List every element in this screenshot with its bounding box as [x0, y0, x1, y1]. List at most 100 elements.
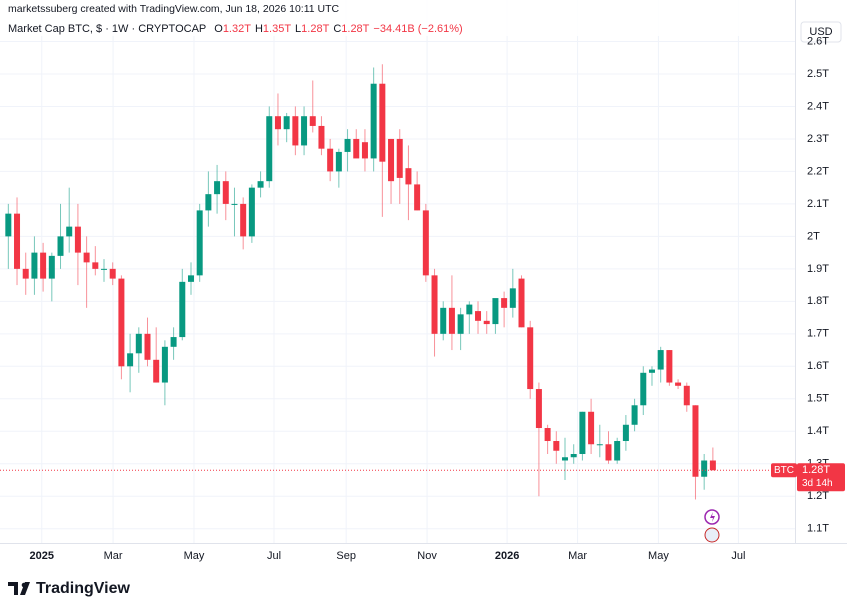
candle-body [135, 333, 142, 354]
candle-body [222, 181, 229, 204]
candle-body [40, 252, 47, 279]
candle-body [205, 194, 212, 211]
y-tick-label: 1.5T [807, 393, 829, 405]
candle-body [344, 138, 351, 152]
candle-body [457, 314, 464, 334]
candle-body [492, 298, 499, 325]
credit: marketssuberg created with TradingView.c… [8, 3, 340, 15]
currency-box[interactable] [800, 21, 842, 43]
logo-dot [21, 582, 27, 588]
candle-body [335, 151, 342, 172]
x-tick-label: May [648, 550, 669, 562]
legend-key: L [295, 23, 301, 35]
candle-body [274, 116, 281, 130]
legend-key: H [255, 23, 263, 35]
y-tick-label: 1.8T [807, 295, 829, 307]
legend-change: −34.41B (−2.61%) [373, 23, 462, 35]
event-icon-flag [704, 527, 720, 543]
candle-body [701, 460, 708, 477]
candle-body [596, 444, 603, 446]
candle-body [657, 350, 664, 370]
candle-body [388, 138, 395, 182]
x-tick-label: Sep [336, 550, 356, 562]
x-tick-label: 2026 [495, 550, 519, 562]
candle-body [518, 278, 525, 328]
candle-body [214, 181, 221, 195]
candle-body [683, 385, 690, 406]
brand: TradingView [36, 580, 131, 597]
candle-body [118, 278, 125, 367]
y-tick-label: 2.5T [807, 68, 829, 80]
legend-backdrop [0, 0, 795, 36]
y-tick-label: 1.9T [807, 263, 829, 275]
candle-body [640, 372, 647, 406]
y-tick-label: 1.4T [807, 425, 829, 437]
x-tick-label: Mar [104, 550, 123, 562]
candle-body [448, 307, 455, 334]
x-tick-label: Jul [267, 550, 281, 562]
candle-body [675, 382, 682, 386]
symbol-title: Market Cap BTC, $ · 1W · CRYPTOCAP [8, 23, 206, 35]
candle-body [709, 460, 716, 471]
candle-body [379, 83, 386, 162]
symbol-tag [771, 463, 797, 478]
candle-body [22, 268, 29, 279]
candle-body [648, 369, 655, 373]
candle-body [14, 213, 21, 269]
candle-body [74, 226, 81, 253]
y-tick-label: 1.6T [807, 360, 829, 372]
candle-body [396, 138, 403, 178]
candle-body [405, 168, 412, 185]
y-tick-label: 1.2T [807, 490, 829, 502]
candle-body [475, 311, 482, 321]
brand-logo: TradingView [8, 580, 131, 597]
ohlc-legend: Market Cap BTC, $ · 1W · CRYPTOCAP O1.32T… [8, 23, 463, 35]
y-tick-label: 2.3T [807, 133, 829, 145]
y-tick-label: 2.1T [807, 198, 829, 210]
candle-body [309, 116, 316, 126]
candle-body [127, 353, 134, 367]
candle-body [666, 350, 673, 383]
candle-body [501, 298, 508, 308]
price-tag-label: 1.28T [802, 464, 830, 476]
candle-body [5, 213, 12, 237]
candle-body [283, 116, 290, 130]
candle-body [301, 116, 308, 146]
candle-body [440, 307, 447, 334]
event-icon-bolt [710, 512, 715, 522]
candle-body [57, 236, 64, 256]
candle-body [196, 210, 203, 276]
x-tick-label: Jul [731, 550, 745, 562]
legend-key: O [214, 23, 223, 35]
countdown: 3d 14h [802, 478, 833, 489]
x-tick-label: 2025 [30, 550, 54, 562]
candle-body [353, 138, 360, 159]
candle-body [292, 116, 299, 146]
currency: USD [809, 26, 832, 38]
candle-body [614, 441, 621, 461]
candle-body [240, 203, 247, 237]
y-tick-label: 1.1T [807, 523, 829, 535]
price-tag [797, 463, 845, 492]
candle-body [544, 428, 551, 442]
candle-body [466, 304, 473, 315]
candle-body [187, 275, 194, 282]
candle-body [535, 389, 542, 429]
candle-body [370, 83, 377, 159]
candle-body [231, 203, 238, 205]
x-tick-label: Mar [568, 550, 587, 562]
candle-body [622, 424, 629, 442]
candle-body [83, 252, 90, 263]
candle-body [483, 320, 490, 325]
candle-body [144, 333, 151, 360]
y-tick-label: 2.2T [807, 165, 829, 177]
candle-body [431, 275, 438, 334]
symbol-tag-label: BTC [774, 465, 794, 476]
candle-body [527, 327, 534, 390]
candle-body [361, 142, 368, 159]
candle-body [48, 255, 55, 279]
legend-value: 1.35T [263, 23, 291, 35]
candle-body [66, 226, 73, 237]
candle-body [327, 148, 334, 172]
